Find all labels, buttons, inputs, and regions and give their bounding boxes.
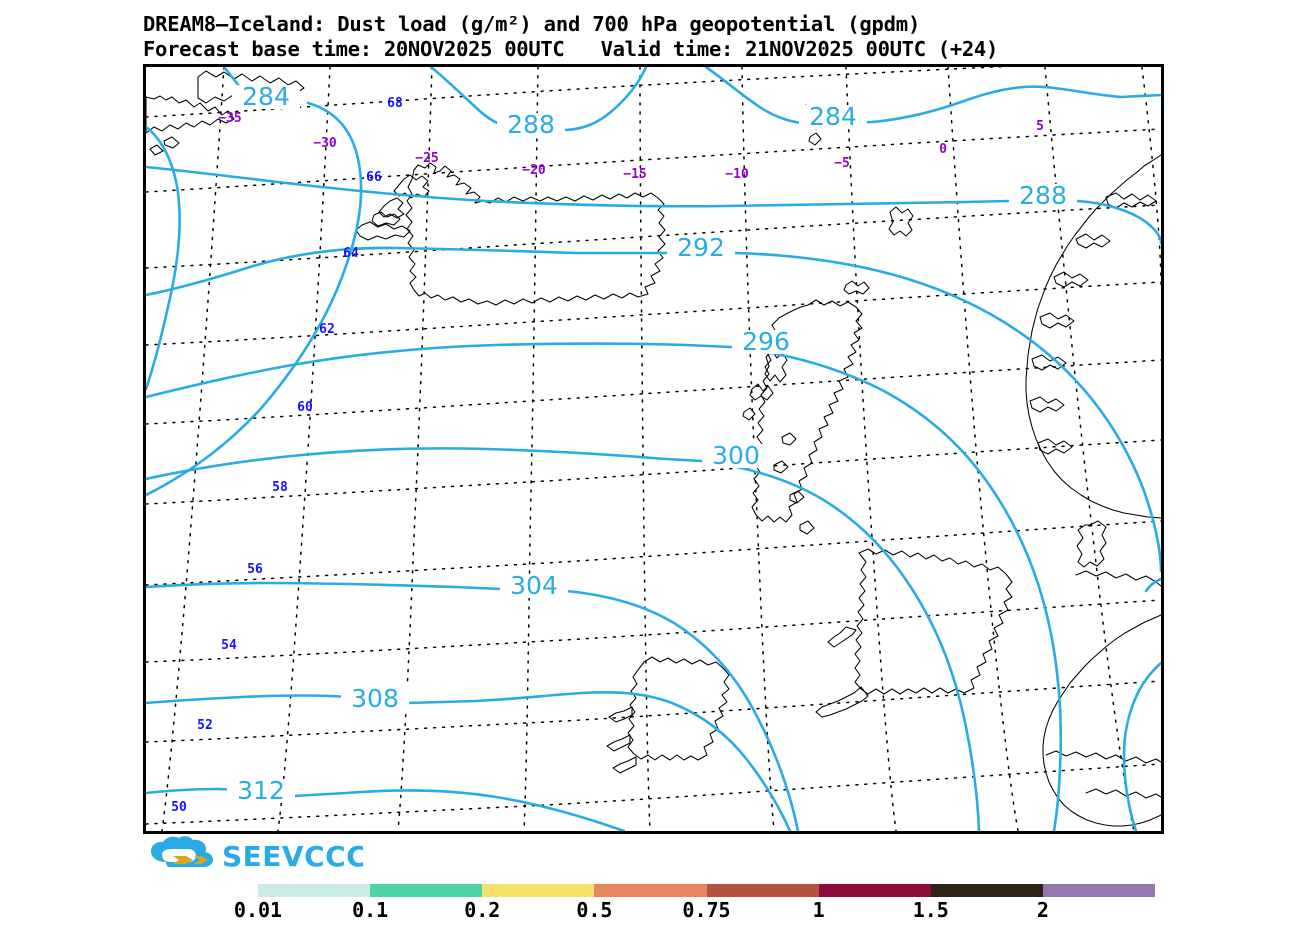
map-panel: 68 66 64 62 60 58 56 54 52 50 −35 −30 −2… <box>143 64 1164 834</box>
colorbar-segment-3 <box>594 884 707 897</box>
coastline-denmark <box>1076 520 1107 568</box>
contour-312 <box>146 787 626 831</box>
colorbar-tick: 0.5 <box>576 898 613 922</box>
lat-label: 64 <box>343 246 359 261</box>
lon-label: −30 <box>313 136 337 151</box>
contour-label: 284 <box>242 82 290 111</box>
lat-label: 60 <box>297 400 313 415</box>
contour-label: 304 <box>510 571 558 600</box>
contour-labels: 284 288 284 288 292 296 300 304 308 312 <box>227 82 1077 805</box>
lat-label: 58 <box>272 480 288 495</box>
logo-text: SEEVCCC <box>222 840 363 873</box>
lon-label: −35 <box>218 111 241 126</box>
lat-label: 68 <box>387 96 403 111</box>
coastline-hebrides <box>764 350 788 383</box>
contour-label: 284 <box>809 102 857 131</box>
contour-label: 296 <box>742 327 790 356</box>
lon-label: −5 <box>834 156 850 171</box>
coastlines <box>146 70 1161 827</box>
coastline-greenland <box>146 95 235 134</box>
lat-label: 52 <box>197 718 213 733</box>
lat-label: 56 <box>247 562 263 577</box>
contour-308 <box>146 691 792 831</box>
colorbar-tick-labels: 0.01 0.1 0.2 0.5 0.75 1 1.5 2 <box>234 897 1155 922</box>
longitude-labels: −35 −30 −25 −20 −15 −10 −5 0 5 <box>218 111 1044 182</box>
contour-label: 308 <box>351 684 399 713</box>
contour-label: 288 <box>507 110 555 139</box>
coastline-scotland <box>751 299 863 523</box>
logo-canvas: SEEVCCC <box>151 836 363 873</box>
colorbar-tick: 1 <box>812 898 825 922</box>
contour-284-east <box>704 67 1161 126</box>
colorbar-tick: 0.2 <box>464 898 501 922</box>
lon-label: −10 <box>725 167 749 182</box>
latitude-labels: 68 66 64 62 60 58 56 54 52 50 <box>171 96 403 815</box>
page-title: DREAM8—Iceland: Dust load (g/m²) and 700… <box>143 12 921 36</box>
coastline-shetland <box>888 206 914 237</box>
contour-label: 300 <box>712 441 760 470</box>
geopotential-contours <box>146 67 1161 831</box>
coastline-norway <box>1025 154 1161 519</box>
colorbar-tick: 0.75 <box>682 898 731 922</box>
lon-label: −15 <box>623 167 646 182</box>
colorbar-segment-1 <box>370 884 483 897</box>
contour-288-east <box>146 165 1161 245</box>
colorbar-segment-2 <box>482 884 595 897</box>
contour-fragment-right-1 <box>1144 577 1161 593</box>
lon-label: −20 <box>522 163 546 178</box>
graticule-parallels <box>146 67 1161 825</box>
colorbar: 0.01 0.1 0.2 0.5 0.75 1 1.5 2 <box>234 884 1155 922</box>
contour-label: 288 <box>1019 181 1067 210</box>
lon-label: 5 <box>1036 119 1044 134</box>
colorbar-strip <box>258 884 1155 897</box>
colorbar-tick: 0.1 <box>352 898 389 922</box>
lat-label: 54 <box>221 638 237 653</box>
map-canvas: 68 66 64 62 60 58 56 54 52 50 −35 −30 −2… <box>146 67 1161 831</box>
seevccc-logo: SEEVCCC <box>148 836 363 874</box>
contour-304 <box>146 581 800 831</box>
graticule-meridians <box>161 67 1161 831</box>
chart-title-block: DREAM8—Iceland: Dust load (g/m²) and 700… <box>143 12 1293 62</box>
contour-292 <box>146 246 1161 573</box>
forecast-time-subtitle: Forecast base time: 20NOV2025 00UTC Vali… <box>143 37 998 61</box>
contour-label: 312 <box>237 776 285 805</box>
colorbar-tick: 0.01 <box>233 898 283 922</box>
contour-fragment-right-2 <box>1122 661 1161 831</box>
contour-296 <box>146 342 1063 831</box>
colorbar-segment-7 <box>1042 884 1155 897</box>
colorbar-segment-0 <box>258 884 371 897</box>
arrow-icon <box>173 856 208 864</box>
lat-label: 62 <box>319 322 335 337</box>
coastline-iceland <box>405 162 666 306</box>
lat-label: 66 <box>366 170 382 185</box>
contour-300 <box>146 447 981 831</box>
coastline-ireland <box>627 656 730 761</box>
lat-label: 50 <box>171 800 187 815</box>
lon-label: −25 <box>415 151 438 166</box>
coastline-continental-europe <box>1042 614 1161 827</box>
lon-label: 0 <box>939 142 947 157</box>
coastline-orkney <box>843 280 870 295</box>
colorbar-segment-4 <box>706 884 819 897</box>
colorbar-segment-6 <box>930 884 1043 897</box>
colorbar-segment-5 <box>818 884 931 897</box>
coastline-england <box>854 548 1013 695</box>
colorbar-tick: 2 <box>1036 898 1049 922</box>
colorbar-tick: 1.5 <box>912 898 949 922</box>
contour-label: 292 <box>677 233 725 262</box>
